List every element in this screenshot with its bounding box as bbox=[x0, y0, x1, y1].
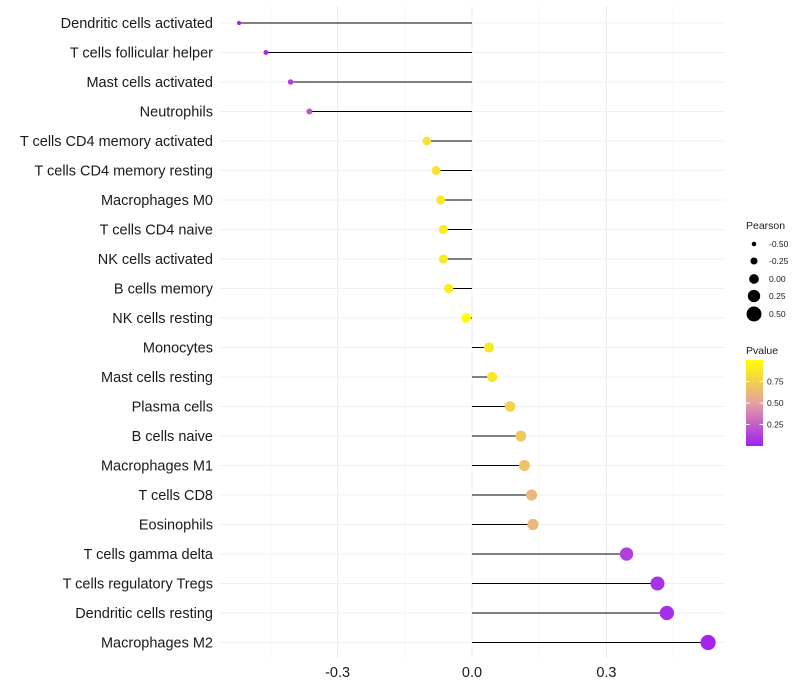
data-point bbox=[518, 460, 530, 471]
color-legend-label: 0.25 bbox=[767, 420, 784, 430]
category-label: T cells CD8 bbox=[138, 488, 213, 504]
category-label: T cells CD4 memory activated bbox=[20, 134, 213, 150]
data-point bbox=[619, 547, 634, 561]
category-label: Dendritic cells resting bbox=[75, 606, 213, 622]
category-label: Mast cells activated bbox=[86, 75, 213, 91]
size-legend-label: 0.50 bbox=[769, 309, 786, 319]
category-label: Macrophages M0 bbox=[101, 193, 213, 209]
category-label: T cells follicular helper bbox=[70, 46, 213, 62]
data-point bbox=[659, 605, 674, 621]
color-legend: Pvalue 0.75 0.50 0.25 bbox=[746, 345, 784, 446]
category-label: B cells naive bbox=[132, 429, 213, 445]
grid-lines bbox=[220, 6, 725, 658]
x-axis-ticks: -0.3 0.0 0.3 bbox=[325, 665, 616, 681]
category-label: Eosinophils bbox=[139, 518, 213, 534]
category-label: B cells memory bbox=[114, 282, 214, 298]
size-legend-label: 0.25 bbox=[769, 291, 786, 301]
data-point bbox=[422, 136, 432, 146]
data-point bbox=[431, 166, 441, 175]
category-label: T cells gamma delta bbox=[84, 547, 214, 563]
size-legend-key bbox=[749, 274, 759, 284]
data-point bbox=[700, 634, 716, 651]
data-point bbox=[263, 50, 269, 55]
data-point bbox=[483, 342, 495, 353]
data-point bbox=[287, 79, 294, 85]
color-legend-label: 0.75 bbox=[767, 377, 784, 387]
size-legend-label: -0.25 bbox=[769, 256, 789, 266]
category-label: NK cells resting bbox=[112, 311, 213, 327]
category-labels: Dendritic cells activated T cells follicu… bbox=[20, 16, 214, 652]
size-legend-key bbox=[746, 306, 762, 322]
data-point bbox=[487, 371, 498, 383]
data-point bbox=[236, 20, 242, 26]
data-point bbox=[526, 489, 538, 501]
data-point bbox=[650, 576, 665, 591]
color-legend-label: 0.50 bbox=[767, 398, 784, 408]
data-point bbox=[436, 195, 446, 205]
data-point bbox=[438, 254, 448, 264]
color-legend-title: Pvalue bbox=[746, 345, 778, 357]
x-tick-label: -0.3 bbox=[325, 665, 350, 681]
size-legend-key bbox=[750, 257, 758, 265]
category-label: Macrophages M1 bbox=[101, 459, 213, 475]
category-label: Dendritic cells activated bbox=[61, 16, 213, 32]
x-tick-label: 0.0 bbox=[462, 665, 482, 681]
size-legend-label: 0.00 bbox=[769, 274, 786, 284]
size-legend-key bbox=[751, 241, 757, 247]
data-point bbox=[306, 108, 313, 115]
data-point bbox=[444, 283, 454, 294]
category-label: Mast cells resting bbox=[101, 370, 213, 386]
data-point bbox=[515, 430, 527, 442]
size-legend-label: -0.50 bbox=[769, 239, 789, 249]
category-label: Monocytes bbox=[143, 341, 213, 357]
size-legend-key bbox=[747, 289, 761, 303]
category-label: NK cells activated bbox=[98, 252, 213, 268]
data-point bbox=[438, 224, 448, 235]
size-legend: Pearson -0.50 -0.25 0.00 0.25 0.50 bbox=[746, 220, 789, 322]
lollipop-points bbox=[236, 20, 716, 651]
data-point bbox=[461, 313, 471, 323]
data-point bbox=[504, 401, 516, 412]
category-label: T cells CD4 naive bbox=[100, 223, 213, 239]
data-point bbox=[527, 518, 539, 531]
category-label: Neutrophils bbox=[140, 105, 213, 121]
color-legend-bar bbox=[746, 360, 763, 446]
x-tick-label: 0.3 bbox=[596, 665, 616, 681]
category-label: T cells CD4 memory resting bbox=[34, 164, 213, 180]
category-label: Macrophages M2 bbox=[101, 636, 213, 652]
category-label: Plasma cells bbox=[132, 400, 213, 416]
size-legend-title: Pearson bbox=[746, 220, 785, 232]
category-label: T cells regulatory Tregs bbox=[63, 577, 213, 593]
lollipop-stems bbox=[239, 22, 709, 643]
